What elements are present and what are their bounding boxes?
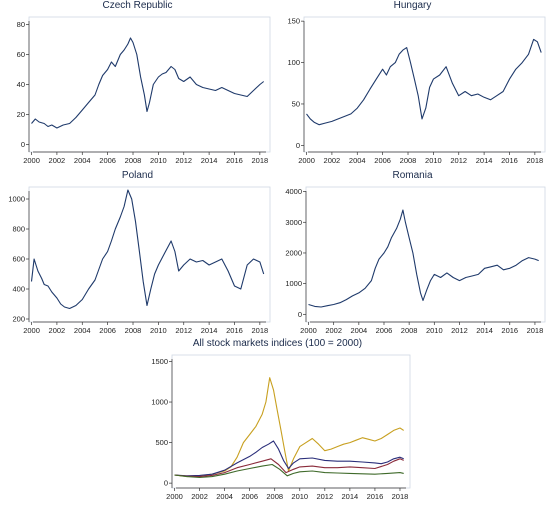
x-tick-label: 2014 <box>201 156 218 165</box>
x-tick-label: 2008 <box>401 326 418 335</box>
x-tick-label: 2002 <box>325 326 342 335</box>
y-tick-label: 800 <box>12 225 25 234</box>
romania-panel: Romania 0 1000 2000 3000 4000 2000 2002 2004 200… <box>275 170 550 338</box>
czech-republic-chart: 0 20 40 60 80 2000 2002 2004 2006 2008 2010 2012 201… <box>17 16 271 165</box>
chart-title: Poland <box>121 170 154 181</box>
chart-title: Romania <box>392 170 433 181</box>
x-tick-label: 2004 <box>349 156 366 165</box>
y-tick-label: 1000 <box>285 279 302 288</box>
x-tick-label: 2000 <box>298 156 315 165</box>
x-tick-label: 2010 <box>425 156 442 165</box>
x-tick-label: 2016 <box>226 326 243 335</box>
y-tick-label: 1500 <box>151 357 168 366</box>
x-tick-label: 2016 <box>226 156 243 165</box>
x-tick-label: 2018 <box>392 492 409 501</box>
x-tick-label: 2010 <box>150 156 167 165</box>
series-line-0 <box>31 37 265 129</box>
x-tick-label: 2016 <box>501 326 518 335</box>
x-tick-label: 2006 <box>99 326 116 335</box>
y-tick-label: 2000 <box>285 249 302 258</box>
y-tick-label: 0 <box>296 141 300 150</box>
x-tick-label: 2000 <box>166 492 183 501</box>
x-tick-label: 2000 <box>300 326 317 335</box>
x-tick-label: 2012 <box>316 492 333 501</box>
x-tick-label: 2006 <box>374 156 391 165</box>
series-line-0 <box>174 377 404 478</box>
x-tick-label: 2008 <box>266 492 283 501</box>
y-tick-label: 0 <box>164 479 168 488</box>
y-tick-label: 3000 <box>285 218 302 227</box>
x-tick-label: 2008 <box>125 326 142 335</box>
series-line-3 <box>174 463 404 479</box>
y-tick-label: 50 <box>292 100 300 109</box>
y-tick-label: 4000 <box>285 187 302 196</box>
y-tick-label: 20 <box>17 110 25 119</box>
x-tick-label: 2016 <box>501 156 518 165</box>
chart-title: All stock markets indices (100 = 2000) <box>192 338 363 349</box>
x-tick-label: 2004 <box>350 326 367 335</box>
romania-chart: 0 1000 2000 3000 4000 2000 2002 2004 2006 2008 201… <box>285 186 546 335</box>
x-tick-label: 2002 <box>49 326 66 335</box>
x-tick-label: 2004 <box>74 326 91 335</box>
x-tick-label: 2002 <box>49 156 66 165</box>
series-line-0 <box>308 209 539 308</box>
x-tick-label: 2004 <box>74 156 91 165</box>
x-tick-label: 2006 <box>376 326 393 335</box>
x-tick-label: 2012 <box>175 326 192 335</box>
x-tick-label: 2010 <box>150 326 167 335</box>
x-tick-label: 2018 <box>252 326 269 335</box>
x-tick-label: 2008 <box>125 156 142 165</box>
x-tick-label: 2008 <box>400 156 417 165</box>
x-tick-label: 2012 <box>450 156 467 165</box>
czech-republic-panel: Czech Republic 0 20 40 60 80 2000 2002 2004 2006… <box>0 0 275 168</box>
y-tick-label: 400 <box>12 285 25 294</box>
series-line-0 <box>30 189 265 310</box>
hungary-chart: 0 50 100 150 2000 2002 2004 2006 2008 2010 2012 201… <box>287 16 546 165</box>
x-tick-label: 2018 <box>527 326 544 335</box>
y-tick-label: 0 <box>21 140 25 149</box>
x-tick-label: 2018 <box>252 156 269 165</box>
x-tick-label: 2014 <box>342 492 359 501</box>
hungary-panel: Hungary 0 50 100 150 2000 2002 2004 2006 2008 201… <box>275 0 550 168</box>
series-line-1 <box>174 440 404 477</box>
x-tick-label: 2006 <box>99 156 116 165</box>
y-tick-label: 0 <box>298 310 302 319</box>
chart-title: Czech Republic <box>102 0 173 11</box>
all-indices-chart: 0 500 1000 1500 2000 2002 2004 2006 2008 2010 2012… <box>151 354 411 501</box>
poland-panel: Poland 200 400 600 800 1000 2000 2002 2004 2006 2… <box>0 170 275 338</box>
plot-frame <box>28 16 271 153</box>
y-tick-label: 100 <box>287 58 300 67</box>
y-tick-label: 200 <box>12 315 25 324</box>
x-tick-label: 2010 <box>291 492 308 501</box>
y-tick-label: 40 <box>17 80 25 89</box>
y-tick-label: 80 <box>17 20 25 29</box>
poland-chart: 200 400 600 800 1000 2000 2002 2004 2006 2008 2010… <box>8 186 271 335</box>
chart-title: Hungary <box>393 0 432 11</box>
x-tick-label: 2006 <box>241 492 258 501</box>
series-line-0 <box>306 38 542 126</box>
series-line-2 <box>174 458 404 478</box>
x-tick-label: 2002 <box>191 492 208 501</box>
x-tick-label: 2000 <box>23 156 40 165</box>
y-tick-label: 500 <box>155 438 168 447</box>
x-tick-label: 2014 <box>476 156 493 165</box>
y-tick-label: 60 <box>17 50 25 59</box>
x-tick-label: 2012 <box>451 326 468 335</box>
y-tick-label: 1000 <box>8 195 25 204</box>
x-tick-label: 2014 <box>201 326 218 335</box>
plot-frame <box>28 186 271 323</box>
x-tick-label: 2016 <box>367 492 384 501</box>
x-tick-label: 2010 <box>426 326 443 335</box>
x-tick-label: 2014 <box>476 326 493 335</box>
x-tick-label: 2018 <box>527 156 544 165</box>
y-tick-label: 150 <box>287 17 300 26</box>
x-tick-label: 2002 <box>324 156 341 165</box>
y-tick-label: 1000 <box>151 398 168 407</box>
x-tick-label: 2012 <box>175 156 192 165</box>
all-indices-panel: All stock markets indices (100 = 2000) 0… <box>140 338 415 507</box>
plot-frame <box>303 16 546 153</box>
x-tick-label: 2000 <box>23 326 40 335</box>
x-tick-label: 2004 <box>216 492 233 501</box>
y-tick-label: 600 <box>12 255 25 264</box>
